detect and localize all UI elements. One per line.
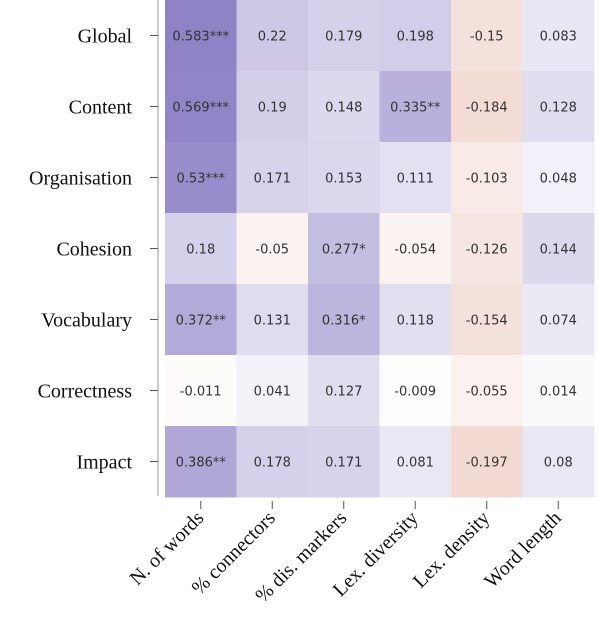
y-tick-label: Correctness xyxy=(38,381,133,403)
cell-value-label: 0.153 xyxy=(325,172,362,187)
heatmap-cell xyxy=(236,0,309,72)
cell-value-label: 0.171 xyxy=(254,172,291,187)
cell-value-label: 0.127 xyxy=(325,385,362,400)
heatmap-cell xyxy=(165,426,237,498)
heatmap-cell xyxy=(379,142,452,214)
x-tick-label: Lex. density xyxy=(409,507,494,592)
cell-value-label: 0.128 xyxy=(540,101,577,116)
cell-value-label: 0.083 xyxy=(540,30,577,45)
cell-value-label: -0.154 xyxy=(466,314,508,329)
y-tick-label: Global xyxy=(78,26,133,48)
cell-value-label: 0.372** xyxy=(176,314,227,329)
cell-value-label: 0.041 xyxy=(254,385,291,400)
heatmap-cells: 0.583*** 0.22 0.179 0.198 -0.15 0.083 0.569***… xyxy=(165,0,595,498)
heatmap-cell xyxy=(308,213,380,285)
heatmap-cell xyxy=(522,355,595,427)
cell-value-label: 0.198 xyxy=(397,30,434,45)
heatmap-cell xyxy=(165,142,237,214)
heatmap-cell xyxy=(379,0,452,72)
cell-value-label: -0.184 xyxy=(466,101,508,116)
y-tick-label: Cohesion xyxy=(56,239,132,261)
heatmap-cell xyxy=(165,284,237,356)
heatmap-cell xyxy=(522,71,595,143)
heatmap-cell xyxy=(451,284,523,356)
heatmap-cell xyxy=(451,142,523,214)
column-labels: N. of words% connectors% dis. markersLex… xyxy=(126,507,566,607)
cell-value-label: 0.144 xyxy=(540,243,577,258)
heatmap-axes xyxy=(150,0,559,509)
heatmap-cell xyxy=(236,142,309,214)
cell-value-label: -0.009 xyxy=(394,385,436,400)
heatmap-cell xyxy=(522,142,595,214)
cell-value-label: 0.111 xyxy=(397,172,434,187)
heatmap-cell xyxy=(379,71,452,143)
heatmap-cell xyxy=(379,213,452,285)
heatmap-cell xyxy=(522,426,595,498)
cell-value-label: -0.126 xyxy=(466,243,508,258)
y-tick-label: Content xyxy=(69,97,133,119)
cell-value-label: 0.074 xyxy=(540,314,577,329)
cell-value-label: 0.014 xyxy=(540,385,577,400)
y-tick-label: Vocabulary xyxy=(41,310,132,332)
cell-value-label: -0.05 xyxy=(255,243,289,258)
y-tick-label: Impact xyxy=(76,452,132,474)
heatmap-cell xyxy=(522,0,595,72)
cell-value-label: -0.15 xyxy=(470,30,504,45)
heatmap-cell xyxy=(451,71,523,143)
cell-value-label: 0.178 xyxy=(254,456,291,471)
heatmap-cell xyxy=(308,71,380,143)
cell-value-label: 0.53*** xyxy=(177,172,226,187)
heatmap-cell xyxy=(308,355,380,427)
cell-value-label: 0.118 xyxy=(397,314,434,329)
cell-value-label: 0.048 xyxy=(540,172,577,187)
cell-value-label: 0.081 xyxy=(397,456,434,471)
cell-value-label: 0.277* xyxy=(322,243,366,258)
heatmap-cell xyxy=(522,213,595,285)
heatmap-cell xyxy=(451,426,523,498)
cell-value-label: -0.197 xyxy=(466,456,508,471)
cell-value-label: 0.569*** xyxy=(172,101,229,116)
cell-value-label: 0.335** xyxy=(390,101,441,116)
heatmap-cell xyxy=(308,0,380,72)
heatmap-cell xyxy=(236,426,309,498)
cell-value-label: -0.055 xyxy=(466,385,508,400)
cell-value-label: -0.011 xyxy=(180,385,222,400)
cell-value-label: 0.583*** xyxy=(172,30,229,45)
heatmap-cell xyxy=(236,284,309,356)
heatmap-cell xyxy=(236,213,309,285)
heatmap-cell xyxy=(165,0,237,72)
heatmap-cell xyxy=(451,355,523,427)
cell-value-label: 0.19 xyxy=(258,101,287,116)
heatmap-cell xyxy=(308,142,380,214)
heatmap-cell xyxy=(308,284,380,356)
cell-value-label: 0.22 xyxy=(258,30,287,45)
heatmap-cell xyxy=(165,71,237,143)
y-tick-label: Organisation xyxy=(29,168,132,190)
cell-value-label: 0.08 xyxy=(544,456,573,471)
heatmap-cell xyxy=(165,213,237,285)
x-tick-label: Word length xyxy=(480,507,566,593)
heatmap-cell xyxy=(236,355,309,427)
cell-value-label: 0.316* xyxy=(322,314,366,329)
heatmap-cell xyxy=(308,426,380,498)
cell-value-label: 0.131 xyxy=(254,314,291,329)
heatmap-cell xyxy=(379,426,452,498)
heatmap-cell xyxy=(522,284,595,356)
cell-value-label: 0.171 xyxy=(325,456,362,471)
cell-value-label: -0.054 xyxy=(394,243,436,258)
heatmap-cell xyxy=(236,71,309,143)
heatmap-cell xyxy=(379,355,452,427)
cell-value-label: -0.103 xyxy=(466,172,508,187)
cell-value-label: 0.386** xyxy=(176,456,227,471)
heatmap-cell xyxy=(451,0,523,72)
heatmap-cell xyxy=(165,355,237,427)
heatmap-cell xyxy=(379,284,452,356)
row-labels: Global Content Organisation Cohesion Vocabul… xyxy=(29,26,132,474)
heatmap-cell xyxy=(451,213,523,285)
cell-value-label: 0.18 xyxy=(186,243,215,258)
cell-value-label: 0.179 xyxy=(325,30,362,45)
cell-value-label: 0.148 xyxy=(325,101,362,116)
